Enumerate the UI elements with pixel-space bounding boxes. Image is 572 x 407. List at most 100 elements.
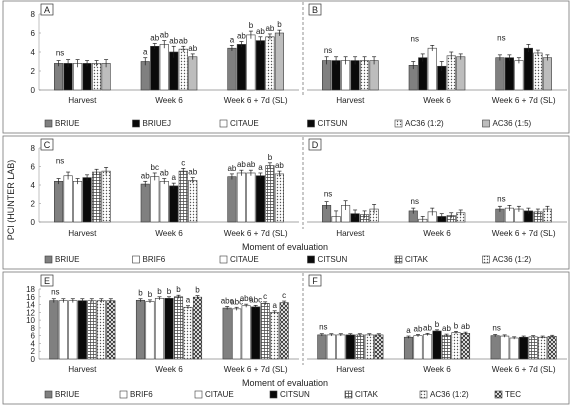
significance-label: ab (237, 32, 246, 41)
significance-label: ab (256, 27, 265, 36)
significance-label: ab (246, 160, 255, 169)
significance-label: a (272, 301, 277, 310)
significance-label: ns (324, 46, 332, 55)
panel-letter: C (44, 140, 51, 150)
legend-label: BRIUE (55, 390, 79, 399)
y-tick-label: 8 (31, 324, 36, 333)
legend-label: AC36 (1:2) (430, 390, 469, 399)
significance-label: ns (324, 190, 332, 199)
category-label: Harvest (68, 96, 97, 105)
y-tick-label: 2 (31, 67, 36, 76)
significance-label: ab (188, 168, 197, 177)
bar-E-1-6 (192, 296, 203, 360)
bar-E-2-1 (232, 308, 242, 360)
legend-label: BRIUE (55, 119, 79, 128)
bar-B-1-2 (427, 47, 437, 91)
bar-C-1-5 (188, 180, 198, 223)
bar-B-0-1 (331, 60, 341, 91)
bar-F-1-2 (422, 334, 433, 360)
bar-E-2-6 (279, 302, 289, 360)
bar-F-2-6 (547, 336, 557, 360)
significance-label: ns (51, 288, 59, 297)
bar-E-2-3 (251, 306, 261, 360)
bar-E-1-3 (164, 298, 174, 360)
bar-F-1-1 (413, 335, 423, 360)
figure-row-frame (2, 0, 570, 134)
y-tick-label: 2 (31, 200, 36, 209)
panel-letter-box (308, 3, 322, 16)
category-label: Week 6 + 7d (SL) (224, 229, 288, 238)
category-label: Harvest (336, 365, 365, 374)
bar-A-0-2 (73, 63, 83, 91)
bar-E-2-0 (222, 307, 232, 360)
legend-label: BRIF6 (130, 390, 153, 399)
bar-B-2-5 (542, 57, 552, 91)
significance-label: ns (56, 49, 64, 58)
y-tick-label: 0 (31, 86, 36, 95)
bar-B-2-2 (514, 60, 524, 91)
y-tick-label: 8 (31, 144, 36, 153)
bar-C-1-1 (150, 176, 160, 223)
category-label: Week 6 (155, 365, 183, 374)
significance-label: b (268, 153, 273, 162)
bar-A-0-4 (92, 63, 102, 91)
bar-A-2-2 (246, 34, 256, 91)
legend-swatch (44, 255, 53, 264)
bar-C-1-2 (159, 181, 169, 223)
bar-E-1-2 (154, 298, 165, 360)
bar-C-2-2 (246, 172, 256, 223)
significance-label: abc (230, 297, 243, 306)
y-tick-label: 12 (26, 308, 35, 317)
bar-E-1-5 (183, 306, 193, 360)
bar-B-1-4 (446, 55, 456, 91)
significance-label: b (249, 21, 254, 30)
panel-letter: B (312, 5, 318, 15)
bar-E-2-4 (260, 303, 270, 360)
legend-label: CITAUE (230, 255, 259, 264)
bar-A-2-3 (255, 40, 265, 91)
y-tick-label: 6 (31, 332, 36, 341)
legend-label: CITSUN (318, 255, 348, 264)
bar-F-2-3 (519, 336, 529, 360)
significance-label: ab (265, 24, 274, 33)
legend-label: BRIUEJ (143, 119, 171, 128)
significance-label: ab (227, 164, 236, 173)
significance-label: ab (160, 31, 169, 40)
panel-letter-box (308, 274, 322, 287)
legend-label: CITAK (405, 255, 429, 264)
legend-swatch (394, 255, 403, 264)
bar-F-0-3 (345, 334, 355, 360)
category-label: Week 6 + 7d (SL) (224, 96, 288, 105)
legend-label: AC36 (1:5) (493, 119, 532, 128)
legend-label: CITSUN (280, 390, 310, 399)
legend-swatch (482, 255, 490, 264)
legend-swatch (269, 390, 278, 399)
bar-C-2-3 (255, 175, 265, 223)
bar-B-0-4 (360, 60, 370, 91)
category-label: Week 6 + 7d (SL) (492, 365, 556, 374)
category-label: Week 6 (423, 365, 451, 374)
bar-A-2-5 (274, 32, 284, 91)
significance-label: ab (237, 160, 246, 169)
significance-label: b (176, 285, 181, 294)
bar-F-0-0 (317, 334, 327, 360)
panel-letter: E (44, 276, 50, 286)
panel-letter-box (40, 138, 54, 151)
bar-E-2-2 (241, 305, 251, 360)
legend-swatch (219, 255, 228, 264)
bar-C-0-3 (82, 177, 92, 223)
bar-C-2-1 (236, 172, 246, 223)
bar-B-2-4 (533, 52, 543, 91)
bar-B-1-5 (456, 56, 466, 91)
legend-label: AC36 (1:2) (405, 119, 444, 128)
significance-label: ab (275, 161, 284, 170)
y-tick-label: 8 (31, 10, 36, 19)
significance-label: abc (249, 295, 262, 304)
significance-label: ab (423, 323, 432, 332)
bar-E-1-4 (173, 296, 184, 360)
panel-letter: A (44, 5, 50, 15)
significance-label: ns (497, 194, 505, 203)
bar-C-2-0 (227, 176, 237, 223)
legend-swatch (132, 255, 140, 264)
bar-F-0-6 (374, 334, 384, 360)
